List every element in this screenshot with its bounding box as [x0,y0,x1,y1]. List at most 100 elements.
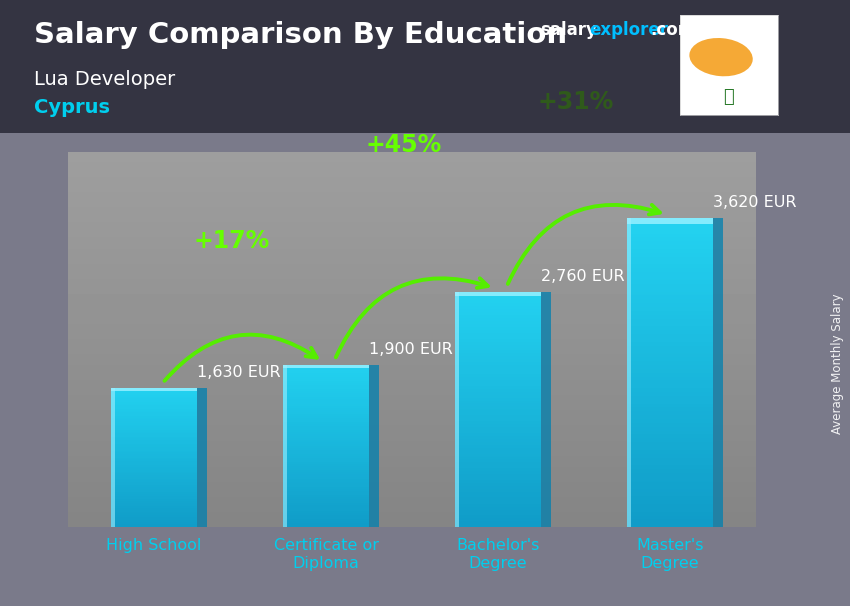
Text: Salary Comparison By Education: Salary Comparison By Education [34,21,567,49]
Bar [283,398,369,399]
Bar [455,345,541,347]
Bar [455,471,541,474]
Bar [283,399,369,402]
Bar [111,487,197,489]
Bar [111,499,197,501]
Bar [283,414,369,416]
Bar [111,501,197,503]
Bar [627,500,713,504]
Bar [455,489,541,492]
Bar [627,345,713,350]
Bar [111,437,197,439]
Bar [283,474,369,476]
Bar [455,336,541,339]
Bar [455,459,541,462]
Bar [283,464,369,467]
Bar [111,388,116,527]
Bar [283,515,369,517]
Bar [627,353,713,357]
Bar [627,446,713,450]
Bar [627,423,713,427]
Bar [111,484,197,485]
Bar [111,505,197,507]
Bar [455,407,541,410]
Bar [455,359,541,362]
Bar [111,471,197,473]
Bar [455,295,541,298]
Bar [627,435,713,438]
Bar [283,456,369,458]
Bar [627,315,713,319]
Bar [627,469,713,473]
Bar [627,369,713,373]
Bar [627,322,713,326]
Bar [455,483,541,486]
Bar [627,350,713,353]
Bar [455,365,541,368]
Bar [111,525,197,527]
Bar [283,442,369,444]
Bar [111,440,197,442]
Bar [455,433,541,436]
Bar [455,442,541,445]
Bar [111,510,197,511]
Bar [111,393,197,395]
Bar [283,424,369,426]
Bar [111,524,197,525]
Bar [455,439,541,442]
Bar [111,480,197,482]
Bar [111,521,197,522]
Bar [111,439,197,440]
Bar [283,458,369,461]
Bar [283,383,369,385]
Bar [283,488,369,491]
Bar [627,442,713,446]
Bar [627,307,713,311]
Bar [627,245,713,249]
Bar [627,481,713,485]
Bar [627,280,713,284]
Bar [111,391,197,393]
Bar [455,374,541,377]
Bar [283,405,369,408]
Bar [627,357,713,361]
Bar [111,461,197,463]
Bar [283,523,369,525]
Bar [627,303,713,307]
Bar [455,492,541,495]
Bar [111,409,197,411]
Bar [627,276,713,280]
Text: .com: .com [650,21,695,39]
Bar [283,479,369,481]
Bar [283,387,369,389]
Bar [283,511,369,513]
Bar [627,396,713,400]
Bar [111,388,197,390]
Bar [627,415,713,419]
Bar [111,459,197,461]
Bar [111,416,197,418]
Bar [627,477,713,481]
Bar [455,353,541,356]
Bar [283,470,369,473]
Bar [283,393,369,395]
Bar [283,509,369,511]
Bar [283,408,369,410]
Bar [111,503,197,505]
Bar [627,264,713,268]
Bar [283,411,369,414]
Bar [111,453,197,454]
Bar [455,451,541,453]
Bar [283,473,369,474]
Bar [455,371,541,374]
Bar [455,291,541,295]
Bar [455,383,541,386]
Bar [455,356,541,359]
Bar [283,385,369,387]
Bar [455,342,541,345]
Bar [111,445,197,447]
Bar [627,249,713,253]
Bar [283,389,369,391]
Bar [111,465,197,467]
Bar [627,392,713,396]
